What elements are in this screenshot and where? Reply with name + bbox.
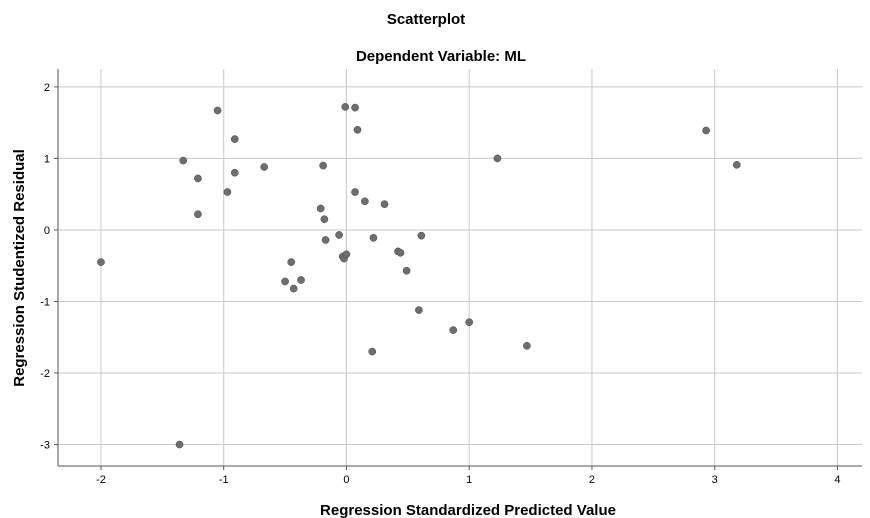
data-point (179, 156, 188, 165)
data-point (353, 125, 362, 134)
data-point (281, 277, 289, 286)
data-point (260, 163, 269, 171)
data-point (415, 306, 423, 314)
x-tick-label: 1 (466, 474, 472, 486)
data-point (396, 248, 405, 257)
x-tick-label: 3 (712, 474, 718, 486)
y-tick-label: 0 (44, 225, 50, 237)
y-tick-label: -3 (40, 440, 50, 452)
data-point (287, 258, 296, 266)
data-point (319, 161, 327, 170)
data-point (341, 103, 350, 111)
data-point (465, 318, 474, 327)
data-point (213, 106, 222, 115)
x-tick-label: -1 (219, 474, 229, 486)
data-point (702, 126, 710, 135)
y-tick-label: -1 (40, 296, 50, 308)
data-point (449, 326, 458, 334)
data-point (289, 284, 298, 293)
x-axis-ticks: -2 -1 0 1 2 3 4 (96, 466, 841, 486)
x-axis-label: Regression Standardized Predicted Value (320, 502, 616, 518)
data-point (380, 200, 389, 209)
y-axis-ticks: -3 -2 -1 0 1 2 (40, 82, 58, 452)
data-point (361, 197, 369, 206)
axes (57, 69, 862, 467)
data-point (402, 266, 411, 275)
data-point (368, 347, 377, 356)
data-point (493, 154, 502, 163)
x-tick-label: 4 (834, 474, 840, 486)
x-tick-label: 0 (343, 474, 349, 486)
data-point (351, 103, 359, 112)
data-point (335, 231, 343, 239)
data-point (351, 188, 359, 196)
data-point (732, 161, 741, 169)
data-point (321, 236, 330, 244)
y-tick-label: 2 (44, 82, 50, 94)
data-points (97, 103, 741, 449)
data-point (175, 440, 184, 449)
data-point (194, 210, 202, 219)
grid-lines (58, 69, 862, 466)
data-point (230, 135, 239, 143)
y-tick-label: -2 (40, 368, 50, 380)
x-tick-label: 2 (589, 474, 595, 486)
data-point (320, 215, 329, 224)
data-point (369, 233, 378, 242)
data-point (316, 204, 325, 213)
data-point (297, 276, 305, 284)
data-point (523, 341, 531, 350)
data-point (194, 174, 202, 183)
data-point (342, 250, 351, 259)
y-tick-label: 1 (44, 153, 50, 165)
chart-subtitle: Dependent Variable: ML (356, 48, 526, 65)
data-point (97, 258, 105, 266)
x-tick-label: -2 (96, 474, 106, 486)
data-point (417, 231, 426, 240)
data-point (223, 188, 232, 196)
data-point (230, 168, 239, 177)
chart-title: Scatterplot (387, 11, 465, 28)
y-axis-label: Regression Studentized Residual (11, 149, 28, 387)
